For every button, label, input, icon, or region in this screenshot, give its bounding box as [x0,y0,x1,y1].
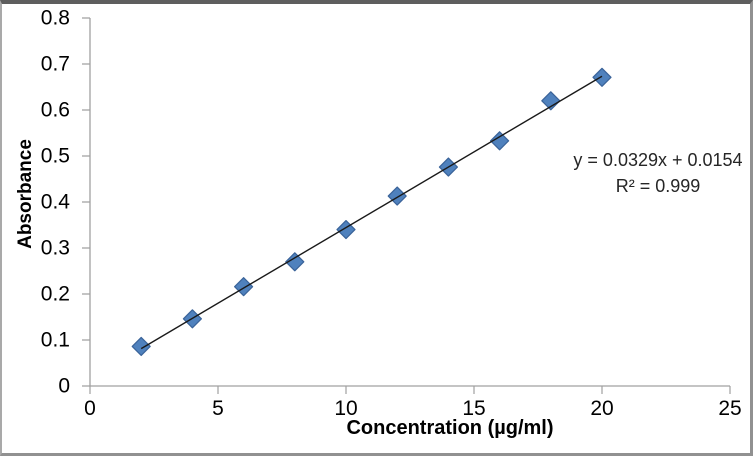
data-point-diamond [490,131,510,151]
y-tick-label: 0.1 [40,328,70,352]
data-point-diamond [234,277,254,297]
y-tick-label: 0 [58,374,70,398]
y-tick-label: 0.2 [40,282,70,306]
y-tick-label: 0.5 [40,144,70,168]
y-tick-label: 0.7 [40,52,70,76]
plot-canvas [82,17,731,394]
x-tick-label: 10 [334,397,358,420]
y-tick-label: 0.3 [40,236,70,260]
data-point-diamond [387,186,407,206]
data-point-diamond [131,336,151,357]
data-point-diamond [285,252,305,272]
data-point-diamond [592,67,612,87]
trendline [140,75,603,350]
x-tick-label: 20 [590,397,614,420]
y-tick-label: 0.4 [40,190,70,214]
trendline-annotation: y = 0.0329x + 0.0154 R² = 0.999 [548,147,750,199]
axis-lines [89,18,730,387]
y-axis-title: Absorbance [15,139,36,249]
data-point-diamond [541,91,561,111]
x-tick-label: 5 [212,397,224,420]
trendline-equation: y = 0.0329x + 0.0154 [573,150,743,170]
x-tick-label: 0 [84,397,96,420]
x-axis-title: Concentration (µg/ml) [346,417,554,439]
tick-marks [82,17,731,394]
x-tick-label: 25 [718,397,742,420]
x-tick-label: 15 [462,397,486,420]
y-tick-label: 0.6 [40,98,70,122]
r-squared-value: R² = 0.999 [615,176,701,196]
y-tick-label: 0.8 [40,6,70,30]
